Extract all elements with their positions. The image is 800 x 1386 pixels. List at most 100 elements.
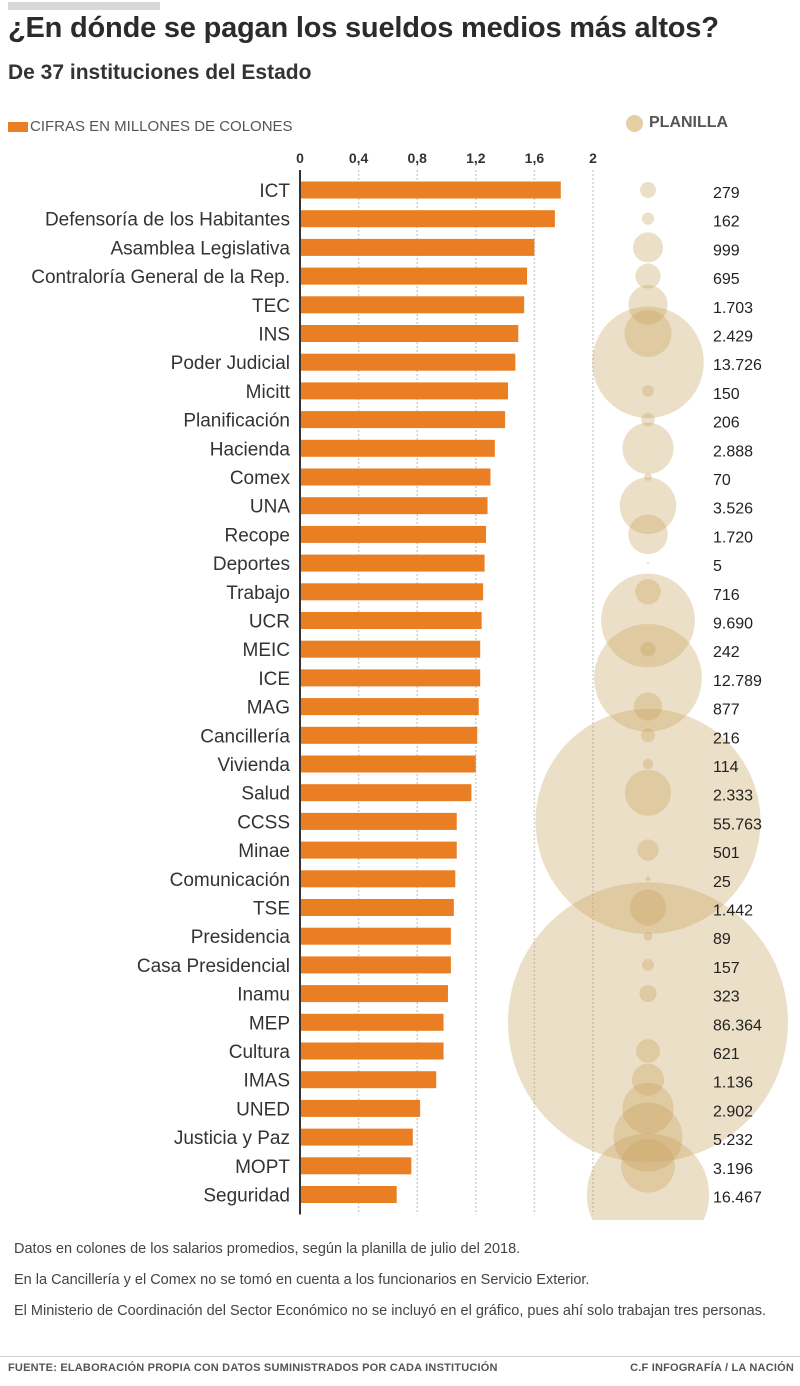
- bubble: [644, 473, 652, 481]
- category-label: Casa Presidencial: [137, 956, 290, 977]
- bar: [301, 238, 535, 256]
- legend-bar-swatch: [8, 121, 28, 132]
- bar: [301, 1099, 421, 1117]
- chart-title: ¿En dónde se pagan los sueldos medios má…: [8, 12, 719, 44]
- bubble: [642, 958, 654, 971]
- bubble-value-label: 162: [713, 214, 740, 231]
- bubble-value-label: 216: [713, 730, 740, 747]
- bubble-value-label: 2.429: [713, 329, 753, 346]
- category-label: UNA: [250, 497, 290, 518]
- bubble-value-label: 55.763: [713, 816, 762, 833]
- bar: [301, 325, 519, 342]
- bubble-value-label: 323: [713, 989, 740, 1006]
- bubble-value-label: 114: [713, 759, 739, 776]
- bubble: [586, 1133, 710, 1220]
- bar: [301, 497, 488, 515]
- category-label: Vivienda: [217, 755, 290, 776]
- footer-divider: [0, 1356, 800, 1357]
- grid-layer: [299, 170, 594, 1215]
- bubble-value-label: 13.726: [713, 357, 762, 374]
- bubble-value-label: 2.902: [713, 1103, 753, 1120]
- bar: [301, 784, 472, 802]
- bubble: [643, 931, 653, 941]
- bar: [301, 1071, 437, 1089]
- category-label: Inamu: [237, 985, 290, 1006]
- bubble: [592, 306, 704, 419]
- bar: [301, 870, 456, 888]
- bubble-value-label: 5: [713, 558, 722, 575]
- category-label: TSE: [253, 899, 290, 920]
- bubble-value-label: 1.703: [713, 300, 753, 317]
- bar: [301, 525, 487, 543]
- category-label: Cancillería: [200, 726, 290, 747]
- legend-bar-item: CIFRAS EN MILLONES DE COLONES: [8, 118, 293, 135]
- bubble-value-label: 9.690: [713, 616, 753, 633]
- category-label: ICE: [258, 669, 290, 690]
- legend-bubble-dot: [626, 114, 643, 132]
- bubble: [624, 310, 672, 357]
- category-label: Deportes: [213, 554, 290, 575]
- category-label: CCSS: [237, 812, 290, 833]
- bubble-value-label: 157: [713, 960, 740, 977]
- category-label: MAG: [247, 698, 290, 719]
- category-label: Poder Judicial: [171, 353, 290, 374]
- bar: [301, 1042, 444, 1060]
- bubble: [632, 232, 664, 263]
- category-label: MEIC: [243, 640, 291, 661]
- category-label: TEC: [252, 296, 290, 317]
- x-tick-label: 0: [296, 150, 304, 166]
- category-label: Defensoría de los Habitantes: [45, 210, 290, 231]
- x-tick-label: 1,2: [466, 150, 486, 166]
- bubble-value-label: 89: [713, 931, 731, 948]
- bar: [301, 899, 454, 916]
- bubble-value-label: 1.720: [713, 529, 753, 546]
- notes: Datos en colones de los salarios promedi…: [14, 1241, 784, 1334]
- bubble: [619, 477, 677, 534]
- bar: [301, 698, 479, 716]
- bubble-value-label: 3.526: [713, 501, 753, 518]
- bubble-value-label: 3.196: [713, 1161, 753, 1178]
- category-label: Planificación: [183, 411, 290, 432]
- bubble-value-label: 70: [713, 472, 731, 489]
- category-label: Contraloría General de la Rep.: [31, 267, 290, 288]
- bubble-value-label: 16.467: [713, 1190, 762, 1207]
- bubble: [622, 1082, 674, 1135]
- bubble: [639, 985, 657, 1003]
- category-label: Trabajo: [226, 583, 290, 604]
- legend-bubble-label: PLANILLA: [649, 114, 729, 131]
- text-layer: 0 0,4 0,8 1,2 1,6 2 ICT Defensoría de los Habit…: [31, 150, 762, 1207]
- bubble: [640, 728, 656, 743]
- bar: [301, 296, 525, 314]
- bar: [301, 985, 448, 1003]
- bubble-value-label: 716: [713, 587, 740, 604]
- chart-subtitle: De 37 instituciones del Estado: [8, 61, 312, 84]
- category-label: UCR: [249, 612, 290, 633]
- category-label: Asamblea Legislativa: [110, 238, 290, 259]
- category-label: MOPT: [235, 1157, 290, 1178]
- bubble-value-label: 242: [713, 644, 740, 661]
- bubble: [601, 573, 695, 668]
- bubble-value-label: 206: [713, 415, 740, 432]
- bubble: [622, 422, 674, 474]
- bar: [301, 382, 509, 400]
- bar: [301, 353, 516, 371]
- bubble-value-label: 1.442: [713, 903, 753, 920]
- bar: [301, 927, 451, 945]
- bar: [301, 1013, 444, 1031]
- top-accent-bar: [8, 2, 160, 10]
- bubble: [642, 758, 654, 770]
- bubble-value-label: 86.364: [713, 1017, 762, 1034]
- bar: [301, 956, 451, 974]
- note-1: Datos en colones de los salarios promedi…: [14, 1241, 521, 1257]
- bubble: [635, 579, 661, 605]
- legend-bar-label: CIFRAS EN MILLONES DE COLONES: [30, 118, 293, 135]
- bubble: [628, 514, 668, 555]
- bubble-value-label: 877: [713, 702, 740, 719]
- bar: [301, 640, 481, 658]
- bar: [301, 1186, 397, 1203]
- bar: [301, 210, 555, 228]
- bubble: [640, 182, 656, 198]
- bar: [301, 669, 481, 687]
- bubble-value-label: 5.232: [713, 1132, 753, 1149]
- bubble-value-label: 2.333: [713, 788, 753, 805]
